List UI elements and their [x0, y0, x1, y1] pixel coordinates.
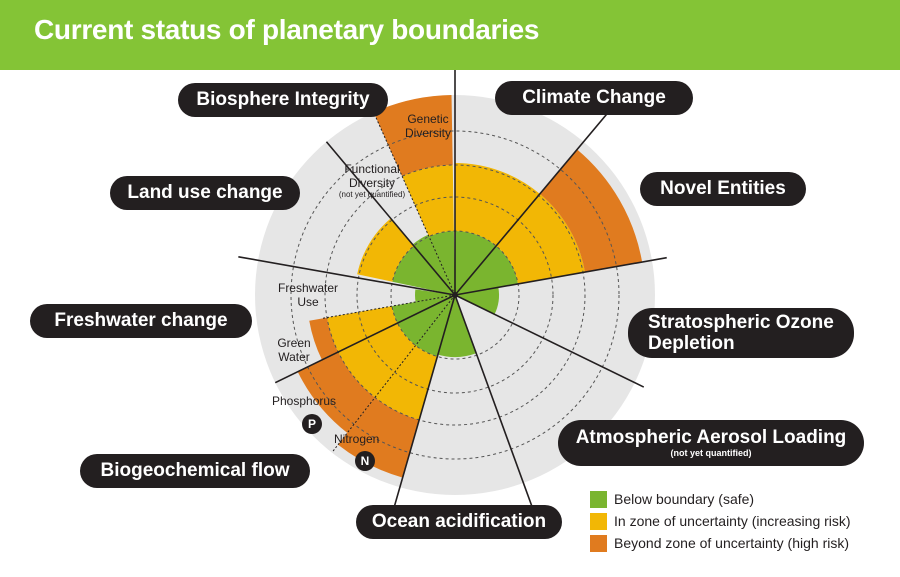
- sub-label-freshwater-use: Freshwater Use: [268, 281, 348, 309]
- legend-swatch-safe: [590, 490, 607, 508]
- legend-item-high-risk: Beyond zone of uncertainty (high risk): [590, 532, 851, 554]
- spoke-11: [373, 112, 456, 296]
- legend-label-uncertainty: In zone of uncertainty (increasing risk): [614, 513, 851, 529]
- functional-note: (not yet quantified): [338, 190, 406, 199]
- divider-spokes: [238, 70, 667, 536]
- sub-label-genetic-diversity: Genetic Diversity: [398, 112, 458, 140]
- spoke-7: [274, 294, 456, 384]
- spoke-8: [321, 294, 456, 319]
- ozone-line2: Depletion: [648, 333, 735, 354]
- sub-label-nitrogen: Nitrogen: [334, 432, 380, 446]
- genetic-line2: Diversity: [404, 126, 451, 140]
- legend-label-safe: Below boundary (safe): [614, 491, 755, 507]
- legend-label-high-risk: Beyond zone of uncertainty (high risk): [614, 535, 850, 551]
- phosphorus-badge-icon: P: [302, 414, 322, 434]
- legend-item-safe: Below boundary (safe): [590, 488, 851, 510]
- sub-label-functional-diversity: Functional Diversity (not yet quantified…: [322, 162, 422, 200]
- genetic-line1: Genetic: [407, 112, 449, 126]
- wedge-biogeochemical-nitrogen-band-1: [374, 345, 438, 420]
- boundary-label-atmospheric-aerosol-loading: Atmospheric Aerosol Loading (not yet qua…: [558, 420, 864, 466]
- wedge-ocean-acidification-band-0: [437, 295, 477, 357]
- functional-line1: Functional: [344, 162, 400, 176]
- boundary-label-climate-change: Climate Change: [495, 81, 693, 115]
- spoke-1: [454, 110, 610, 296]
- aerosol-note: (not yet quantified): [670, 448, 752, 458]
- boundary-wedges: [297, 95, 643, 478]
- aerosol-line: Atmospheric Aerosol Loading: [575, 427, 847, 448]
- dashed-ring-3: [290, 130, 620, 460]
- boundary-label-biosphere-integrity: Biosphere Integrity: [178, 83, 388, 117]
- wedge-freshwater-use-band-0: [415, 289, 455, 302]
- wedge-biogeochemical-phosphorus-band-2: [297, 351, 375, 433]
- wedge-novel-entities-band-1: [496, 193, 585, 284]
- wedge-climate-change-band-1: [455, 163, 540, 246]
- legend-swatch-high-risk: [590, 534, 607, 552]
- wedge-climate-change-band-0: [455, 231, 497, 295]
- green-water-line2: Water: [278, 350, 310, 364]
- wedge-biogeochemical-phosphorus-band-0: [397, 295, 455, 346]
- spoke-3: [454, 294, 645, 388]
- wedge-biogeochemical-nitrogen-band-0: [415, 295, 455, 357]
- functional-line2: Diversity: [348, 176, 395, 190]
- wedge-functional-diversity-band-0: [413, 236, 455, 295]
- boundary-label-novel-entities: Novel Entities: [640, 172, 806, 206]
- freshwater-use-line2: Use: [297, 295, 319, 309]
- dashed-ring-1: [356, 196, 554, 394]
- spoke-9: [238, 256, 456, 296]
- boundary-label-biogeochemical-flow: Biogeochemical flow: [80, 454, 310, 488]
- spoke-4: [454, 294, 538, 521]
- wedge-biogeochemical-phosphorus-band-1: [338, 323, 416, 398]
- wedge-land-use-change-band-1: [357, 218, 414, 282]
- nitrogen-badge-icon: N: [355, 451, 375, 471]
- wedge-novel-entities-band-0: [455, 245, 519, 295]
- legend: Below boundary (safe) In zone of uncerta…: [590, 488, 851, 554]
- wedge-green-water-band-2: [309, 317, 339, 360]
- boundary-label-ocean-acidification: Ocean acidification: [356, 505, 562, 539]
- green-water-line1: Green: [277, 336, 311, 350]
- sub-label-green-water: Green Water: [266, 336, 322, 364]
- legend-swatch-uncertainty: [590, 512, 607, 530]
- boundary-label-land-use-change: Land use change: [110, 176, 300, 210]
- boundary-label-stratospheric-ozone-depletion: Stratospheric Ozone Depletion: [628, 308, 854, 358]
- wedge-green-water-band-1: [326, 306, 398, 352]
- spoke-5: [385, 294, 456, 536]
- title-bar: Current status of planetary boundaries: [0, 0, 900, 70]
- wedge-land-use-change-band-0: [392, 245, 455, 295]
- sub-label-phosphorus: Phosphorus: [272, 394, 337, 408]
- ozone-line1: Stratospheric Ozone: [648, 312, 834, 333]
- freshwater-use-line1: Freshwater: [277, 281, 339, 295]
- center-hub: [452, 292, 458, 298]
- spoke-10: [325, 141, 456, 296]
- spoke-6: [331, 294, 456, 453]
- legend-item-uncertainty: In zone of uncertainty (increasing risk): [590, 510, 851, 532]
- wedge-stratospheric-ozone-band-0: [455, 287, 499, 315]
- spoke-2: [454, 256, 667, 296]
- wedge-genetic-diversity-band-0: [428, 231, 455, 295]
- boundary-label-freshwater-change: Freshwater change: [30, 304, 252, 338]
- wedge-novel-entities-band-2: [539, 149, 643, 273]
- page-title: Current status of planetary boundaries: [34, 14, 540, 45]
